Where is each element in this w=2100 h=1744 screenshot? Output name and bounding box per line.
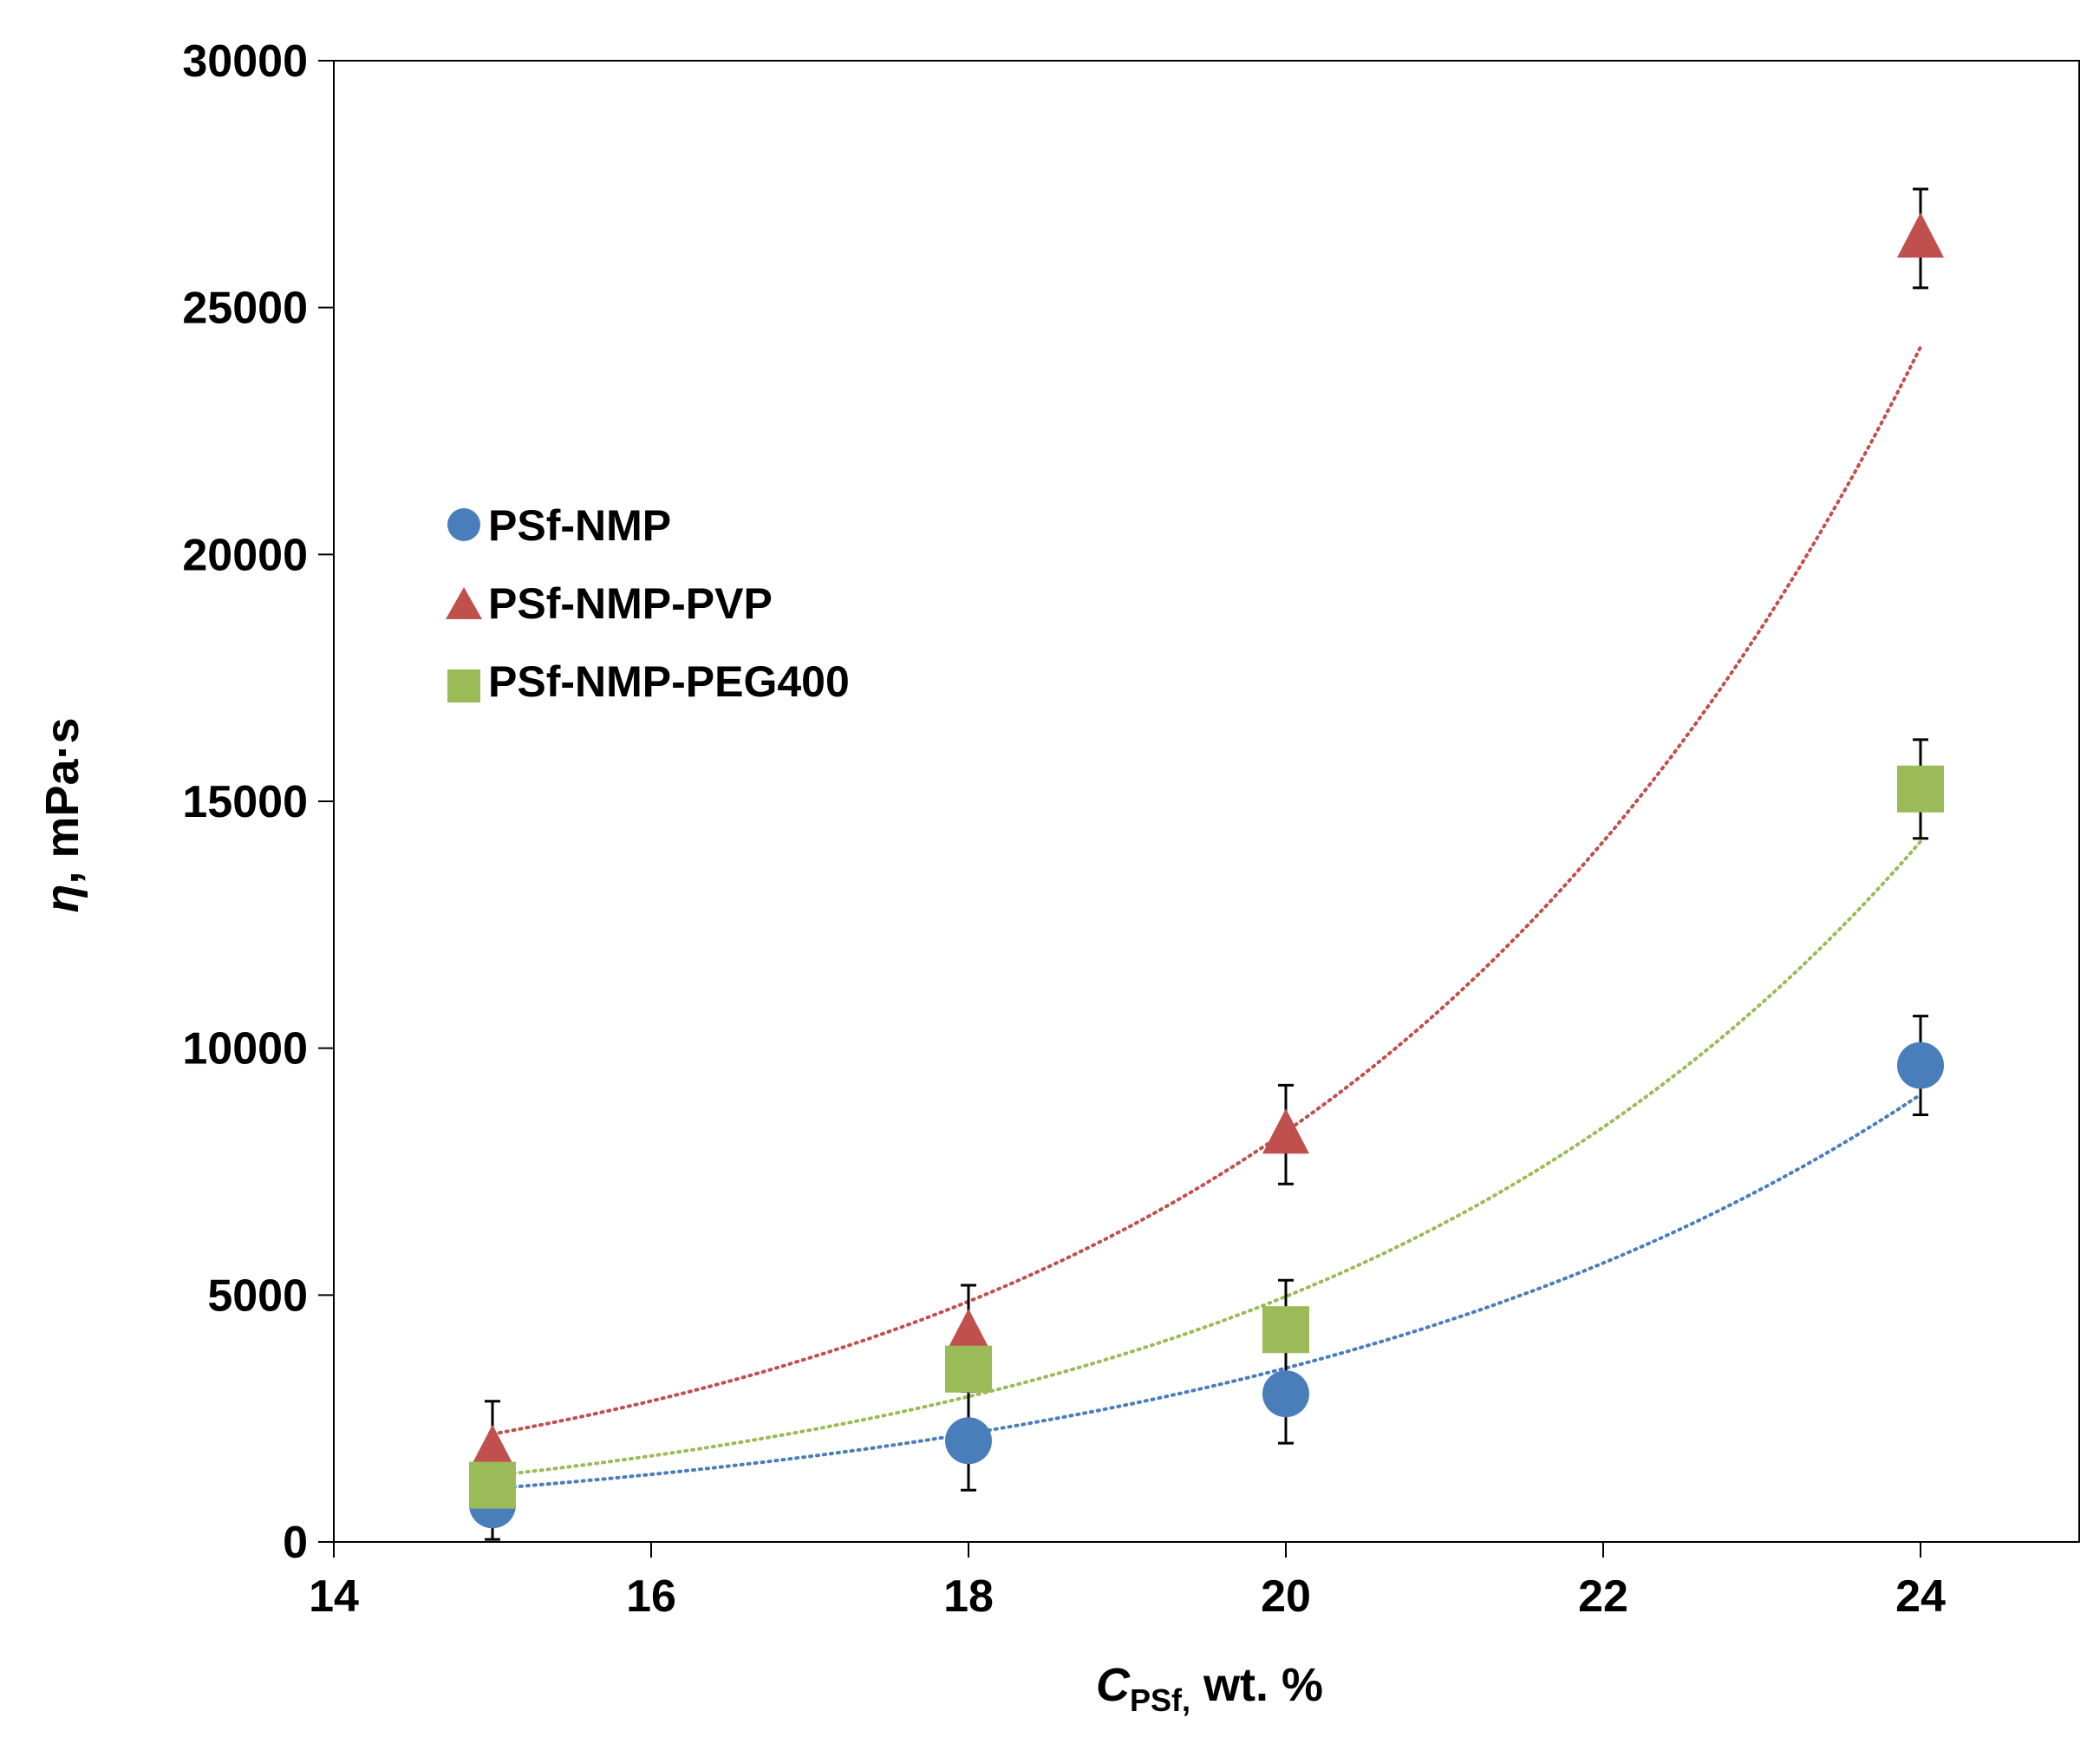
legend-item-psf-nmp: PSf-NMP xyxy=(447,501,671,550)
x-axis-title: CPSf, wt. % xyxy=(1096,1659,1323,1718)
trendlines xyxy=(491,345,1922,1491)
legend-triangle-marker xyxy=(446,587,482,619)
data-point-psf-nmp-pvp xyxy=(945,1308,992,1354)
legend-item-psf-nmp-pvp: PSf-NMP-PVP xyxy=(446,579,773,628)
legend-circle-marker xyxy=(447,508,480,541)
legend-label: PSf-NMP xyxy=(488,501,671,550)
legend-item-psf-nmp-peg400: PSf-NMP-PEG400 xyxy=(447,657,850,706)
data-markers xyxy=(469,212,1944,1529)
trendline-psf-nmp-peg400 xyxy=(491,839,1922,1478)
x-tick-label: 22 xyxy=(1578,1571,1628,1622)
trendline-psf-nmp xyxy=(491,1093,1922,1491)
trendline-psf-nmp-pvp xyxy=(491,345,1922,1436)
legend-label: PSf-NMP-PVP xyxy=(488,579,773,628)
data-point-psf-nmp xyxy=(1262,1370,1309,1418)
x-tick-label: 24 xyxy=(1895,1571,1946,1622)
legend-square-marker xyxy=(447,670,480,702)
data-point-psf-nmp-peg400 xyxy=(1897,765,1944,813)
y-tick-label: 10000 xyxy=(182,1024,308,1074)
y-tick-label: 5000 xyxy=(207,1270,308,1321)
y-tick-label: 25000 xyxy=(182,284,308,334)
y-tick-label: 15000 xyxy=(182,777,308,827)
data-point-psf-nmp-pvp xyxy=(469,1424,516,1470)
legend-label: PSf-NMP-PEG400 xyxy=(488,657,850,706)
y-tick-label: 30000 xyxy=(182,36,308,87)
y-axis-title: η, mPa·s xyxy=(36,717,88,912)
axis-ticks: 0 5000 10000 15000 20000 25000 30000 14 16 18 20 22… xyxy=(182,36,1946,1622)
plot-frame xyxy=(333,60,2080,1543)
legend: PSf-NMP PSf-NMP-PVP PSf-NMP-PEG400 xyxy=(446,501,850,706)
data-point-psf-nmp-peg400 xyxy=(469,1461,516,1509)
x-tick-label: 16 xyxy=(626,1571,676,1622)
x-tick-label: 18 xyxy=(943,1571,994,1622)
x-tick-label: 14 xyxy=(309,1571,359,1622)
y-tick-label: 0 xyxy=(283,1518,308,1568)
data-point-psf-nmp-pvp xyxy=(1262,1108,1309,1154)
data-point-psf-nmp-peg400 xyxy=(1262,1306,1309,1354)
data-point-psf-nmp xyxy=(945,1417,992,1465)
y-tick-label: 20000 xyxy=(182,530,308,580)
data-point-psf-nmp-peg400 xyxy=(945,1345,992,1393)
data-point-psf-nmp xyxy=(1897,1042,1944,1089)
data-point-psf-nmp-pvp xyxy=(1897,212,1944,258)
x-tick-label: 20 xyxy=(1261,1571,1311,1622)
plot-area xyxy=(333,60,2080,1543)
error-bars xyxy=(485,187,1928,1541)
